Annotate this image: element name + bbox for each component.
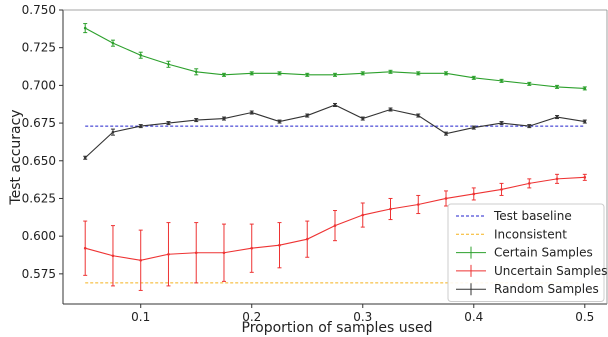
data-point	[444, 132, 448, 135]
data-point	[305, 73, 309, 77]
legend-item: Inconsistent	[456, 227, 567, 241]
data-point	[111, 130, 115, 134]
data-point	[167, 121, 170, 125]
x-tick-label: 0.4	[464, 310, 483, 324]
data-point	[278, 243, 281, 247]
y-tick-label: 0.650	[22, 154, 56, 168]
legend-item: Random Samples	[456, 282, 599, 296]
data-point	[278, 120, 281, 123]
data-point	[250, 246, 254, 250]
y-tick-label: 0.700	[22, 78, 56, 92]
legend-label: Uncertain Samples	[494, 264, 607, 278]
data-point	[167, 62, 170, 66]
x-tick-label: 0.1	[131, 310, 150, 324]
data-point	[389, 207, 392, 211]
data-point	[500, 121, 503, 125]
data-point	[83, 246, 87, 250]
data-point	[389, 108, 392, 111]
data-point	[500, 188, 503, 191]
data-point	[194, 251, 198, 255]
data-point	[333, 73, 337, 77]
data-point	[416, 203, 420, 206]
series-uncertain-samples	[83, 173, 587, 291]
data-point	[555, 115, 559, 119]
legend-item: Uncertain Samples	[456, 264, 607, 278]
data-point	[111, 254, 115, 258]
series-line	[84, 104, 585, 159]
data-point	[444, 72, 448, 75]
data-point	[333, 224, 337, 227]
legend-label: Certain Samples	[494, 246, 593, 260]
data-point	[305, 114, 309, 117]
legend-item: Certain Samples	[456, 246, 593, 260]
legend-label: Random Samples	[494, 282, 599, 296]
legend: Test baseline Inconsistent Certain Samples…	[447, 203, 607, 302]
data-point	[361, 72, 365, 75]
data-point	[555, 177, 559, 181]
axes-layer: 0.575 0.600 0.625 0.650 0.675 0.700 0.725 0.750…	[22, 3, 608, 324]
y-tick-label: 0.750	[22, 3, 56, 17]
data-point	[194, 70, 198, 74]
data-point	[278, 72, 281, 75]
data-point	[111, 41, 115, 45]
data-point	[222, 251, 226, 255]
data-point	[500, 79, 503, 83]
data-point	[527, 82, 531, 86]
data-point	[250, 111, 254, 114]
data-point	[416, 114, 420, 117]
x-axis-title: Proportion of samples used	[242, 320, 433, 336]
series-random-samples	[83, 102, 587, 160]
legend-label: Test baseline	[493, 209, 572, 223]
data-point	[416, 72, 420, 75]
data-point	[472, 126, 476, 129]
y-tick-label: 0.675	[22, 116, 56, 130]
y-axis-title: Test accuracy	[8, 109, 24, 205]
data-point	[139, 124, 143, 128]
y-tick-label: 0.725	[22, 41, 56, 55]
data-point	[527, 182, 531, 185]
data-point	[527, 124, 531, 128]
legend-box	[447, 203, 605, 302]
data-point	[583, 87, 587, 90]
y-tick-label: 0.600	[22, 229, 56, 243]
data-point	[139, 53, 143, 57]
y-tick-label: 0.575	[22, 267, 56, 281]
data-point	[472, 192, 476, 196]
data-point	[444, 197, 448, 200]
data-point	[361, 117, 365, 120]
x-tick-label: 0.5	[575, 310, 594, 324]
data-point	[83, 156, 87, 160]
series-certain-samples	[83, 23, 587, 91]
x-tick-label: 0.2	[242, 310, 261, 324]
series-line	[84, 27, 585, 89]
data-point	[305, 237, 309, 241]
data-point	[194, 118, 198, 122]
series-layer	[83, 23, 587, 291]
data-point	[222, 73, 226, 77]
data-point	[583, 176, 587, 179]
x-tick-label: 0.3	[353, 310, 372, 324]
y-tick-label: 0.625	[22, 191, 56, 205]
data-point	[555, 85, 559, 89]
data-point	[583, 120, 587, 123]
data-point	[361, 213, 365, 217]
data-point	[250, 72, 254, 75]
data-point	[222, 117, 226, 120]
data-point	[167, 252, 170, 256]
legend-label: Inconsistent	[494, 227, 567, 241]
data-point	[83, 26, 87, 30]
legend-item: Test baseline	[456, 209, 572, 223]
data-point	[472, 76, 476, 80]
data-point	[333, 103, 337, 107]
data-point	[389, 70, 392, 74]
data-point	[139, 258, 143, 262]
